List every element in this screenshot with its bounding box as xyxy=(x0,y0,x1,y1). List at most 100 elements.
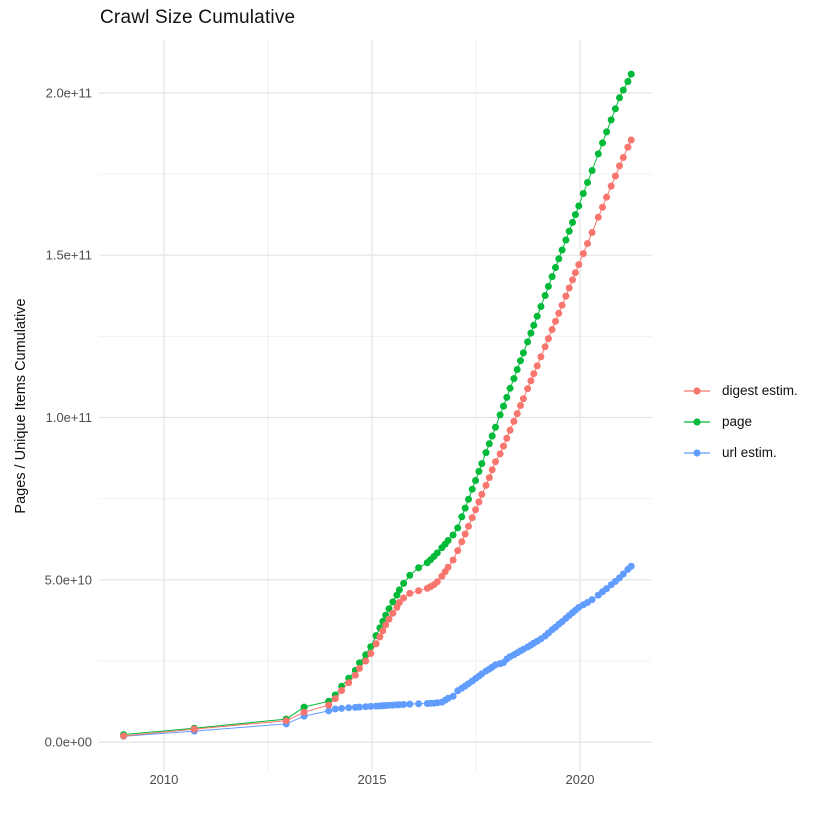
data-point-page xyxy=(584,179,591,186)
data-point-page xyxy=(488,432,496,440)
data-point-page xyxy=(300,703,308,711)
data-point-digest-estim- xyxy=(558,301,566,309)
data-point-digest-estim- xyxy=(579,250,587,258)
data-point-page xyxy=(454,524,462,532)
data-point-url-estim- xyxy=(603,585,611,593)
data-point-digest-estim- xyxy=(454,547,462,555)
data-point-url-estim- xyxy=(406,700,414,708)
data-point-page xyxy=(599,139,606,147)
data-point-page xyxy=(555,255,563,263)
data-point-digest-estim- xyxy=(611,172,619,180)
data-point-digest-estim- xyxy=(569,276,576,284)
data-point-url-estim- xyxy=(367,702,375,710)
data-point-digest-estim- xyxy=(300,708,308,716)
data-point-page xyxy=(611,105,619,113)
data-point-page xyxy=(594,150,602,158)
data-point-digest-estim- xyxy=(603,193,611,201)
data-point-page xyxy=(616,94,623,102)
data-point-url-estim- xyxy=(345,704,353,712)
data-point-page xyxy=(552,264,559,271)
legend-key-icon xyxy=(684,386,710,395)
data-point-digest-estim- xyxy=(331,695,339,703)
data-point-page xyxy=(579,190,587,197)
data-point-digest-estim- xyxy=(533,362,541,370)
data-point-page xyxy=(627,70,635,78)
data-point-digest-estim- xyxy=(372,640,380,648)
data-point-page xyxy=(548,273,556,281)
data-point-digest-estim- xyxy=(624,143,632,151)
data-point-url-estim- xyxy=(362,703,370,711)
data-point-page xyxy=(461,504,469,512)
data-point-digest-estim- xyxy=(575,261,583,269)
data-point-digest-estim- xyxy=(571,269,579,277)
data-point-page xyxy=(485,440,493,448)
data-point-digest-estim- xyxy=(475,498,483,506)
data-point-digest-estim- xyxy=(562,292,570,300)
data-point-page xyxy=(395,586,403,594)
data-point-digest-estim- xyxy=(400,594,408,602)
y-axis-tick-label: 5.0e+10 xyxy=(45,572,92,587)
data-point-digest-estim- xyxy=(449,556,457,564)
y-axis-tick-label: 2.0e+11 xyxy=(46,85,92,100)
data-point-digest-estim- xyxy=(555,309,563,317)
data-point-digest-estim- xyxy=(367,650,375,657)
data-point-page xyxy=(569,218,576,226)
data-point-digest-estim- xyxy=(338,687,346,694)
data-point-digest-estim- xyxy=(382,621,390,629)
data-point-digest-estim- xyxy=(468,514,476,522)
data-point-page xyxy=(482,449,490,457)
data-point-url-estim- xyxy=(331,705,339,713)
legend-label: url estim. xyxy=(722,445,777,460)
data-point-digest-estim- xyxy=(506,426,514,434)
data-point-page xyxy=(524,338,532,346)
data-point-page xyxy=(603,128,611,136)
data-point-page xyxy=(500,402,507,410)
legend-item-url-estim-: url estim. xyxy=(682,437,798,468)
data-point-digest-estim- xyxy=(415,587,423,595)
data-point-digest-estim- xyxy=(389,609,397,617)
legend-key-icon xyxy=(684,417,710,426)
data-point-digest-estim- xyxy=(472,506,480,514)
y-axis-tick-label: 1.0e+11 xyxy=(46,410,92,425)
data-point-digest-estim- xyxy=(565,284,573,292)
data-point-digest-estim- xyxy=(461,530,469,538)
data-point-url-estim- xyxy=(588,596,596,604)
data-point-page xyxy=(415,564,423,572)
data-point-page xyxy=(571,211,579,219)
data-point-page xyxy=(478,460,486,468)
data-point-digest-estim- xyxy=(530,370,538,378)
data-point-url-estim- xyxy=(619,570,627,578)
data-point-digest-estim- xyxy=(376,633,384,641)
data-point-digest-estim- xyxy=(548,326,556,333)
data-point-digest-estim- xyxy=(584,240,591,247)
x-axis-tick-label: 2010 xyxy=(149,772,178,787)
data-point-page xyxy=(513,366,521,373)
y-axis-tick-label: 1.5e+11 xyxy=(46,248,92,263)
data-point-digest-estim- xyxy=(510,417,518,425)
data-point-digest-estim- xyxy=(496,450,504,458)
data-point-page xyxy=(492,423,499,431)
data-point-digest-estim- xyxy=(190,725,198,733)
y-axis-tick-label: 0.0e+00 xyxy=(45,735,92,750)
data-point-digest-estim- xyxy=(524,385,532,393)
data-point-digest-estim- xyxy=(588,229,596,236)
data-point-page xyxy=(541,292,549,299)
data-point-digest-estim- xyxy=(500,442,507,450)
data-point-url-estim- xyxy=(415,700,423,708)
data-point-digest-estim- xyxy=(488,466,496,474)
x-axis-tick-label: 2020 xyxy=(566,772,595,787)
data-point-page xyxy=(400,579,408,587)
data-point-page xyxy=(527,329,535,337)
data-point-page xyxy=(565,227,573,235)
data-point-page xyxy=(468,485,476,493)
data-point-digest-estim- xyxy=(544,335,552,343)
data-point-url-estim- xyxy=(400,701,408,708)
data-point-digest-estim- xyxy=(406,589,414,597)
x-axis-tick-label: 2015 xyxy=(358,772,387,787)
data-point-digest-estim- xyxy=(433,578,441,586)
data-point-page xyxy=(496,411,504,419)
data-point-digest-estim- xyxy=(379,627,387,635)
data-point-page xyxy=(588,167,596,174)
